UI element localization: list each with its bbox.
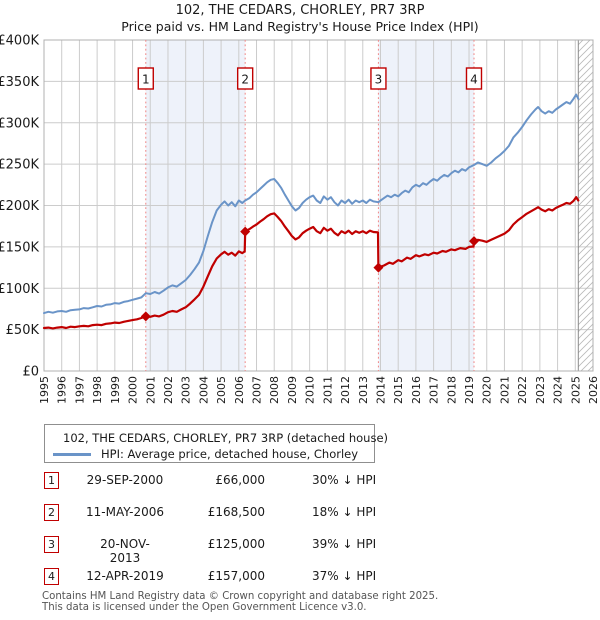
legend-row-hpi: HPI: Average price, detached house, Chor… (45, 446, 374, 462)
x-tick-label: 1997 (73, 376, 86, 404)
sale-date: 29-SEP-2000 (86, 473, 164, 487)
sale-hpi-delta: 18% ↓ HPI (312, 505, 377, 519)
x-tick-label: 2009 (286, 376, 299, 404)
x-tick-label: 2010 (304, 376, 317, 404)
x-tick-label: 2012 (339, 376, 352, 404)
y-tick-label: £250K (0, 158, 39, 173)
x-tick-label: 2025 (569, 376, 582, 404)
sale-number-box-label: 1 (142, 73, 150, 87)
x-tick-label: 2006 (233, 376, 246, 404)
sale-price: £168,500 (207, 505, 265, 519)
y-tick-label: £50K (6, 323, 40, 338)
x-tick-label: 2002 (162, 376, 175, 404)
x-tick-label: 2022 (516, 376, 529, 404)
x-tick-label: 2005 (215, 376, 228, 404)
y-tick-label: £150K (0, 240, 39, 255)
x-tick-label: 2001 (144, 376, 157, 404)
x-tick-label: 2019 (463, 376, 476, 404)
sale-number-box (137, 67, 154, 90)
chart-legend: 102, THE CEDARS, CHORLEY, PR7 3RP (detac… (44, 424, 388, 463)
legend-row-property: 102, THE CEDARS, CHORLEY, PR7 3RP (detac… (45, 430, 388, 446)
sale-date: 12-APR-2019 (86, 569, 164, 583)
sale-marker (468, 236, 479, 247)
chart-title: 102, THE CEDARS, CHORLEY, PR7 3RP (175, 3, 425, 18)
sale-number-box (370, 67, 387, 90)
sale-number-badge: 3 (44, 536, 59, 553)
x-tick-label: 1999 (109, 376, 122, 404)
sale-hpi-delta: 39% ↓ HPI (312, 537, 377, 551)
sale-price: £125,000 (207, 537, 265, 551)
sale-hpi-delta: 30% ↓ HPI (312, 473, 377, 487)
property-price-line (42, 196, 580, 330)
x-tick-label: 2021 (498, 376, 511, 404)
x-tick-label: 2011 (321, 376, 334, 404)
legend-label-hpi: HPI: Average price, detached house, Chor… (101, 447, 359, 461)
license-footer: Contains HM Land Registry data © Crown c… (42, 591, 598, 613)
sale-number-badge: 1 (44, 472, 59, 489)
x-tick-label: 2026 (587, 376, 600, 404)
x-tick-label: 2007 (251, 376, 264, 404)
chart-content: 1 2 3 4 £0 £50K £100K £150K £200K £250K £300K £350K… (0, 34, 600, 405)
sale-number-box-label: 4 (470, 73, 478, 87)
sale-number-box-label: 2 (241, 73, 249, 87)
sale-date: 20-NOV-2013 (100, 537, 150, 565)
footer-line1: Contains HM Land Registry data © Crown c… (42, 591, 439, 602)
sale-table-row: 1 29-SEP-2000 £66,000 30% ↓ HPI (0, 472, 600, 490)
x-tick-label: 1995 (38, 376, 51, 404)
x-tick-label: 2015 (392, 376, 405, 404)
y-tick-label: £200K (0, 199, 39, 214)
y-tick-label: £0 (22, 365, 39, 380)
future-hatch-region (578, 40, 593, 371)
price-chart: 1 2 3 4 £0 £50K £100K £150K £200K £250K £300K £350K… (0, 34, 600, 405)
sale-marker (140, 311, 151, 322)
legend-label-property: 102, THE CEDARS, CHORLEY, PR7 3RP (detac… (63, 431, 389, 445)
chart-subtitle: Price paid vs. HM Land Registry's House … (121, 19, 479, 34)
x-tick-label: 1996 (56, 376, 69, 404)
x-tick-label: 2003 (180, 376, 193, 404)
sale-table-row: 4 12-APR-2019 £157,000 37% ↓ HPI (0, 568, 600, 586)
footer-line2: This data is licensed under the Open Gov… (42, 602, 367, 613)
sale-number-badge: 4 (44, 568, 59, 585)
y-tick-label: £400K (0, 34, 39, 49)
x-tick-label: 2020 (481, 376, 494, 404)
x-tick-label: 2008 (268, 376, 281, 404)
x-tick-label: 2004 (197, 376, 210, 404)
y-tick-label: £300K (0, 116, 39, 131)
x-tick-label: 1998 (91, 376, 104, 404)
x-tick-label: 2000 (127, 376, 140, 404)
x-tick-label: 2023 (534, 376, 547, 404)
sale-marker (373, 262, 384, 273)
x-tick-label: 2018 (445, 376, 458, 404)
x-tick-label: 2014 (374, 376, 387, 404)
sale-table-row: 3 20-NOV-2013 £125,000 39% ↓ HPI (0, 536, 600, 565)
y-tick-label: £350K (0, 75, 39, 90)
plot-frame (43, 39, 594, 372)
sale-table-row: 2 11-MAY-2006 £168,500 18% ↓ HPI (0, 504, 600, 522)
sale-number-box (236, 67, 254, 90)
sale-number-badge: 2 (44, 504, 59, 521)
sale-number-box-label: 3 (375, 73, 383, 87)
sale-price: £157,000 (207, 569, 265, 583)
sale-price: £66,000 (215, 473, 265, 487)
sale-marker (240, 226, 251, 237)
sale-hpi-delta: 37% ↓ HPI (312, 569, 377, 583)
hpi-line-swatch (53, 452, 91, 456)
hpi-line (43, 93, 580, 315)
y-tick-label: £100K (0, 282, 39, 297)
x-tick-label: 2024 (552, 376, 565, 404)
sale-date: 11-MAY-2006 (86, 505, 165, 519)
x-tick-label: 2017 (428, 376, 441, 404)
sale-number-box (465, 67, 483, 90)
x-tick-label: 2013 (357, 376, 370, 404)
x-tick-label: 2016 (410, 376, 423, 404)
